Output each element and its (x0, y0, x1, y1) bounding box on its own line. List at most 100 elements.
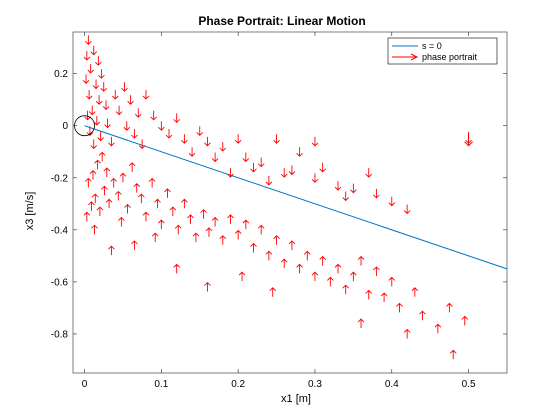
quiver-arrow (311, 271, 319, 282)
quiver-arrow (90, 139, 98, 150)
chart-title: Phase Portrait: Linear Motion (198, 14, 365, 28)
quiver-arrow (205, 227, 213, 237)
quiver-arrow (461, 315, 469, 326)
quiver-arrow (257, 224, 265, 235)
quiver-arrow (173, 263, 181, 274)
quiver-arrow (296, 263, 303, 274)
quiver-arrow (164, 188, 171, 198)
quiver-arrow (342, 191, 350, 202)
quiver-arrow (108, 245, 115, 256)
x-axis-ticks: 0 0.1 0.2 0.3 0.4 0.5 (82, 32, 476, 390)
quiver-arrow (82, 74, 90, 84)
quiver-arrow (88, 105, 96, 116)
quiver-arrow (131, 240, 138, 250)
quiver-arrow (242, 152, 250, 163)
quiver-arrow (303, 250, 311, 261)
quiver-arrow (174, 224, 182, 235)
quiver-arrow (115, 190, 122, 201)
quiver-arrow (108, 136, 115, 147)
quiver-arrow (250, 162, 257, 173)
quiver-arrow (95, 56, 102, 66)
quiver-arrow (434, 323, 442, 334)
legend-label-s0: s = 0 (422, 41, 442, 51)
quiver-arrow (227, 168, 234, 178)
quiver-arrow (449, 349, 457, 360)
quiver-arrow (411, 287, 419, 297)
quiver-arrow (127, 95, 134, 105)
quiver-arrow (187, 214, 194, 224)
quiver-arrow (142, 89, 150, 100)
quiver-arrow (83, 211, 91, 222)
x-tick-label: 0.4 (385, 379, 399, 390)
quiver-arrow (357, 255, 365, 266)
quiver-arrow (110, 177, 118, 188)
quiver-arrow (192, 232, 200, 243)
quiver-arrow (403, 204, 411, 215)
x-axis-label: x1 [m] (281, 393, 311, 405)
quiver-arrow (388, 196, 396, 207)
quiver-arrow (85, 89, 93, 100)
quiver-arrow (188, 147, 196, 157)
quiver-arrow (91, 224, 98, 235)
quiver-arrow (211, 152, 219, 163)
quiver-arrow (334, 263, 342, 274)
quiver-arrow (350, 271, 357, 282)
quiver-arrow (115, 105, 123, 116)
quiver-arrow-large (464, 131, 473, 147)
quiver-arrow (350, 183, 357, 194)
quiver-arrow (134, 108, 142, 118)
quiver-arrow (83, 50, 91, 61)
quiver-arrow (91, 193, 99, 204)
quiver-arrow (87, 63, 94, 74)
x-tick-label: 0 (82, 379, 88, 390)
quiver-arrow (84, 110, 91, 121)
quiver-arrow (204, 281, 211, 292)
quiver-arrow (419, 310, 426, 321)
quiver-arrow (158, 121, 165, 131)
quiver-arrow (138, 193, 145, 204)
y-tick-label: -0.4 (51, 225, 69, 236)
y-tick-label: -0.8 (51, 329, 69, 340)
quiver-arrow (121, 82, 128, 92)
quiver-arrow (365, 289, 373, 300)
quiver-arrow (88, 201, 95, 211)
quiver-arrow (92, 79, 100, 90)
quiver-arrow (101, 185, 108, 196)
quiver-arrow (365, 168, 373, 178)
quiver-arrow (269, 287, 277, 297)
y-axis-ticks: 0.2 0 -0.2 -0.4 -0.6 -0.8 (51, 69, 507, 340)
quiver-arrow (128, 162, 136, 172)
quiver-arrow (219, 142, 227, 152)
quiver-arrow (111, 89, 119, 100)
quiver-arrow (118, 216, 125, 227)
legend-label-phase: phase portrait (422, 52, 478, 62)
legend-arrow-head (410, 53, 419, 61)
quiver-arrow (265, 175, 273, 186)
x-tick-label: 0.1 (154, 379, 168, 390)
y-tick-label: 0.2 (54, 69, 68, 80)
quiver-arrow (85, 177, 92, 188)
quiver-arrow (142, 211, 150, 222)
quiver-arrow (148, 177, 156, 188)
quiver-arrow (227, 214, 234, 224)
quiver-arrow (173, 113, 181, 124)
legend: s = 0 phase portrait (387, 37, 498, 65)
quiver-arrow (273, 134, 280, 144)
quiver-arrow (357, 318, 365, 329)
quiver-arrow (242, 219, 250, 230)
quiver-arrow (403, 328, 411, 339)
quiver-arrow (90, 45, 98, 56)
quiver-arrow (133, 183, 141, 193)
quiver-arrow (342, 284, 350, 295)
quiver-arrow (311, 173, 319, 183)
quiver-arrow (102, 100, 110, 111)
quiver-arrow (373, 266, 380, 276)
quiver-arrow (319, 255, 326, 266)
quiver-arrow (89, 170, 97, 180)
quiver-arrow (196, 126, 204, 137)
y-axis-label: x3 [m/s] (24, 192, 36, 231)
quiver-arrow (273, 235, 280, 245)
quiver-arrow (169, 206, 177, 217)
quiver-arrow (234, 229, 242, 240)
quiver-arrow (296, 147, 303, 157)
